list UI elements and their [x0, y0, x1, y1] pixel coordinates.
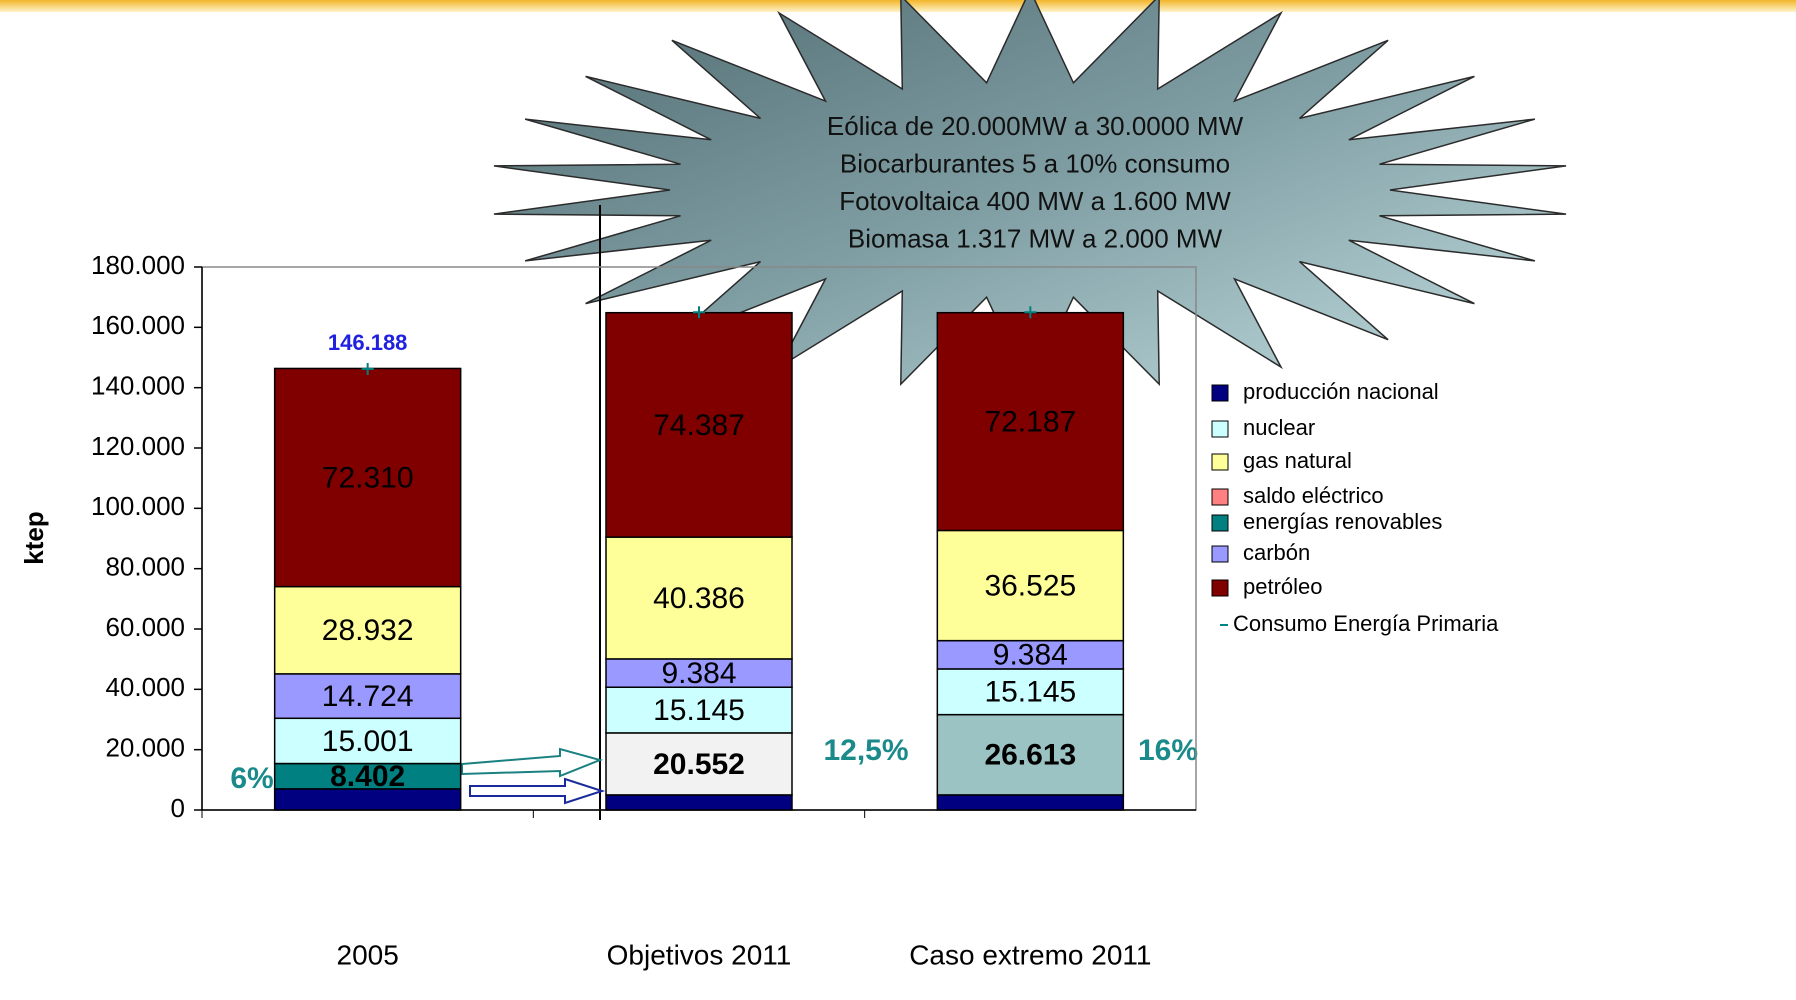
marker — [1024, 306, 1037, 319]
bar-segment — [936, 668, 1125, 716]
arrow — [461, 747, 604, 778]
data-label: 74.387 — [653, 409, 745, 442]
legend-label: Consumo Energía Primaria — [1233, 611, 1499, 636]
legend-label: nuclear — [1243, 415, 1315, 440]
bar-segment — [273, 585, 462, 675]
y-tick-label: 0 — [171, 793, 185, 823]
data-label: 72.187 — [984, 405, 1076, 438]
y-tick-label: 100.000 — [91, 491, 185, 521]
y-axis-label: ktep — [19, 511, 49, 564]
legend-swatch — [1211, 579, 1229, 597]
legend-swatch — [1211, 488, 1229, 506]
marker — [361, 363, 374, 375]
marker — [693, 306, 705, 319]
y-tick-label: 20.000 — [105, 733, 185, 763]
bar-segment — [936, 311, 1125, 532]
legend-swatch — [1211, 453, 1229, 471]
x-tick-label: 2005 — [337, 939, 399, 970]
bar-segment — [936, 713, 1125, 796]
data-label: 15.001 — [322, 725, 414, 758]
bar-segment — [605, 536, 793, 660]
callout-text: Eólica de 20.000MW a 30.0000 MW — [827, 111, 1244, 141]
y-tick-label: 160.000 — [91, 310, 185, 340]
bar-segment — [273, 717, 462, 765]
legend-label: producción nacional — [1243, 379, 1439, 404]
legend-swatch — [1211, 420, 1229, 438]
data-label: 20.552 — [653, 748, 745, 781]
top-band — [0, 0, 1796, 12]
data-label: 36.525 — [984, 569, 1076, 602]
y-tick-label: 120.000 — [91, 431, 185, 461]
legend-label: petróleo — [1243, 574, 1323, 599]
legend-label: energías renovables — [1243, 509, 1442, 534]
bar-segment — [936, 639, 1125, 670]
y-tick-label: 180.000 — [91, 250, 185, 280]
bar-segment — [936, 794, 1125, 811]
data-label: 26.613 — [984, 739, 1076, 772]
data-label: 28.932 — [322, 614, 414, 647]
legend-label: gas natural — [1243, 448, 1352, 473]
callout-text: Biocarburantes 5 a 10% consumo — [840, 148, 1230, 178]
legend-swatch — [1211, 514, 1229, 532]
legend-label: carbón — [1243, 540, 1310, 565]
y-tick-label: 60.000 — [105, 612, 185, 642]
x-tick-label: Objetivos 2011 — [607, 939, 792, 970]
annotation: 16% — [1138, 734, 1198, 767]
legend-label: saldo eléctrico — [1243, 483, 1384, 508]
data-label: 9.384 — [993, 639, 1068, 672]
legend-swatch — [1211, 545, 1229, 563]
bar-segment — [605, 658, 793, 688]
annotation: 12,5% — [823, 734, 908, 767]
callout: Eólica de 20.000MW a 30.0000 MW Biocarbur… — [493, 0, 1567, 392]
y-tick-label: 40.000 — [105, 672, 185, 702]
y-tick-label: 140.000 — [91, 371, 185, 401]
data-label: 15.145 — [653, 694, 745, 727]
bar-segment — [273, 673, 462, 720]
data-label: 14.724 — [322, 680, 414, 713]
x-tick-label: Caso extremo 2011 — [909, 939, 1151, 970]
bar-segment — [605, 732, 793, 796]
bar-segment — [605, 794, 793, 811]
callout-text: Biomasa 1.317 MW a 2.000 MW — [848, 223, 1223, 253]
y-tick-label: 80.000 — [105, 552, 185, 582]
bar-segment — [605, 311, 793, 538]
data-label: 15.145 — [984, 676, 1076, 709]
data-label: 40.386 — [653, 582, 745, 615]
data-label: 146.188 — [328, 330, 408, 355]
legend-swatch — [1211, 384, 1229, 402]
callout-text: Fotovoltaica 400 MW a 1.600 MW — [839, 186, 1231, 216]
data-label: 8.402 — [330, 760, 405, 793]
annotation: 6% — [230, 762, 273, 795]
arrow — [469, 777, 606, 805]
data-label: 9.384 — [661, 657, 736, 690]
bar-segment — [936, 529, 1125, 642]
data-label: 72.310 — [322, 461, 414, 494]
